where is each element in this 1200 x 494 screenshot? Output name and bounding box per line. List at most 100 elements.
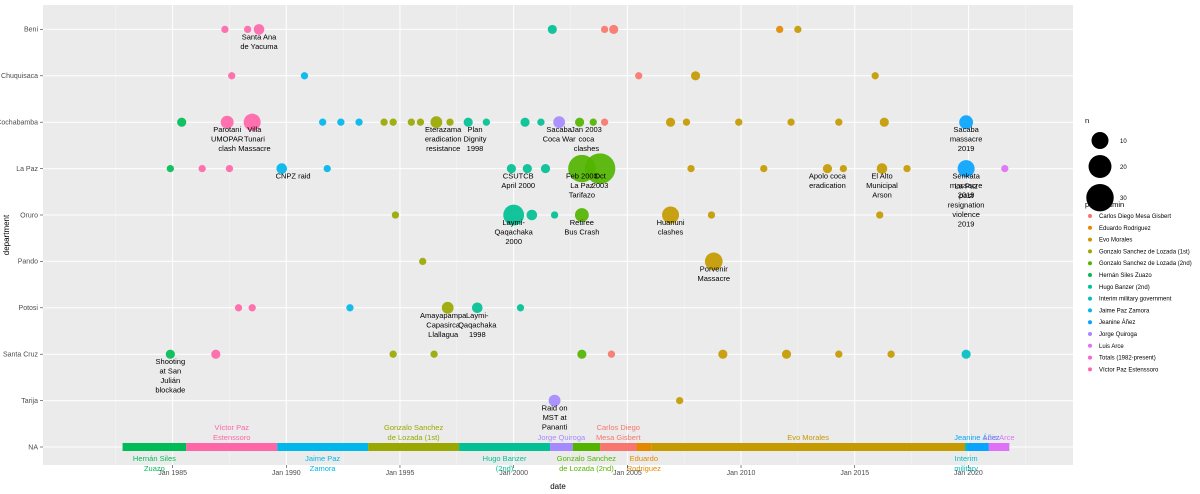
annotation-label: Santa Ana xyxy=(242,32,277,41)
data-points xyxy=(165,24,1009,407)
annotation-label: Dignity xyxy=(464,135,487,144)
data-point xyxy=(687,164,695,173)
data-point xyxy=(735,118,743,126)
annotation-label: 2003 xyxy=(592,181,609,190)
annotation-label: Shooting xyxy=(156,357,186,366)
data-point xyxy=(416,118,425,126)
data-point xyxy=(1001,164,1009,173)
color-legend-label: Víctor Paz Estenssoro xyxy=(1099,367,1159,373)
presidency-label: Jorge Quiroga xyxy=(538,433,586,442)
presidency-bar xyxy=(122,443,187,451)
y-axis: NA Tarija Santa Cruz Potosi Pando Oruro La Paz… xyxy=(0,27,43,451)
presidency-label: Carlos Diego xyxy=(597,423,640,432)
size-legend: n 10 20 30 xyxy=(1085,116,1127,212)
annotation-label: Coca War xyxy=(543,135,577,144)
color-legend-label: Carlos Diego Mesa Gisbert xyxy=(1099,214,1171,220)
annotation-label: massacre xyxy=(950,135,983,144)
color-legend-label: Jaime Paz Zamora xyxy=(1099,308,1150,314)
size-legend-key xyxy=(1088,155,1112,178)
presidency-label: Evo Morales xyxy=(787,433,829,442)
color-legend-label: Gonzalo Sanchez de Lozada (1st) xyxy=(1099,249,1190,255)
x-tick-label: Jan 2010 xyxy=(727,470,756,477)
data-point xyxy=(781,349,792,359)
color-legend-label: Luis Arce xyxy=(1099,344,1124,350)
data-point xyxy=(835,350,843,358)
annotation-label: MST at xyxy=(543,413,568,422)
data-point xyxy=(391,211,400,219)
size-legend-title: n xyxy=(1085,116,1089,125)
annotation-label: clashes xyxy=(658,228,684,237)
size-legend-label: 30 xyxy=(1120,196,1127,202)
annotation-label: coca xyxy=(578,135,595,144)
data-point xyxy=(520,117,530,127)
data-point xyxy=(248,304,256,312)
color-legend-label: Hugo Banzer (2nd) xyxy=(1099,285,1150,291)
annotation-label: Massacre xyxy=(238,144,271,153)
x-axis-title: date xyxy=(550,482,566,491)
color-legend-key xyxy=(1088,332,1092,336)
minor-gridlines xyxy=(115,5,1026,465)
annotation-label: Eterazama xyxy=(425,125,462,134)
annotation-label: Laymi- xyxy=(466,311,489,320)
y-tick-label: Pando xyxy=(18,259,38,266)
annotation-label: Sacaba xyxy=(546,125,572,134)
data-point xyxy=(380,118,388,126)
presidency-bar xyxy=(988,443,1010,451)
data-point xyxy=(776,25,784,34)
annotation-label: Feb 2003 xyxy=(566,172,598,181)
annotation-label: Laymi- xyxy=(502,218,525,227)
data-point xyxy=(760,164,768,173)
data-point xyxy=(575,117,585,127)
y-axis-title: department xyxy=(2,214,11,255)
annotation-label: Raid on xyxy=(542,404,568,413)
presidency-bars xyxy=(122,443,1010,451)
presidency-bar xyxy=(600,443,637,451)
data-point xyxy=(522,164,532,174)
presidency-label: Gonzalo Sanchez xyxy=(384,423,443,432)
presidency-label: Eduardo xyxy=(630,454,658,463)
data-point xyxy=(337,118,345,126)
annotation-label: Sacaba xyxy=(953,125,979,134)
annotation-label: La Paz xyxy=(570,181,594,190)
data-point xyxy=(876,163,888,174)
data-point xyxy=(540,164,551,174)
data-point xyxy=(662,206,680,224)
data-point xyxy=(682,118,691,126)
presidency-label: de Lozada (1st) xyxy=(388,433,441,442)
size-legend-label: 10 xyxy=(1120,139,1127,145)
data-point xyxy=(430,350,438,358)
presidency-label: (2nd) xyxy=(496,464,514,473)
color-legend: pres_admin Carlos Diego Mesa Gisbert Edua… xyxy=(1085,200,1192,373)
annotation-label: UMOPAR xyxy=(211,135,244,144)
annotation-label: Tunari xyxy=(244,135,265,144)
data-point xyxy=(243,113,261,131)
data-point xyxy=(389,118,397,126)
annotation-label: Plan xyxy=(468,125,483,134)
data-point xyxy=(211,349,221,359)
color-legend-title: pres_admin xyxy=(1085,200,1124,209)
data-point xyxy=(446,118,454,126)
data-point xyxy=(165,349,175,359)
data-point xyxy=(526,209,538,221)
x-tick-label: Jan 2020 xyxy=(954,470,983,477)
data-point xyxy=(221,25,229,34)
annotation-label: Parotani xyxy=(213,125,241,134)
color-legend-label: Jorge Quiroga xyxy=(1099,332,1138,338)
color-legend-key xyxy=(1088,296,1092,301)
data-point xyxy=(839,164,848,173)
data-point xyxy=(589,118,597,126)
annotation-label: Arson xyxy=(872,191,892,200)
presidency-label: Víctor Paz xyxy=(214,423,249,432)
data-point xyxy=(471,302,483,314)
annotation-label: Municipal xyxy=(866,181,898,190)
y-tick-label: Potosi xyxy=(19,305,39,312)
annotation-label: Jan 2003 xyxy=(571,125,602,134)
data-point xyxy=(822,164,833,174)
presidency-label: Rodriguez xyxy=(627,464,661,473)
color-legend-key xyxy=(1088,261,1092,266)
annotation-label: 1998 xyxy=(469,330,486,339)
y-tick-label: Tarija xyxy=(21,398,38,405)
data-point xyxy=(419,257,427,266)
